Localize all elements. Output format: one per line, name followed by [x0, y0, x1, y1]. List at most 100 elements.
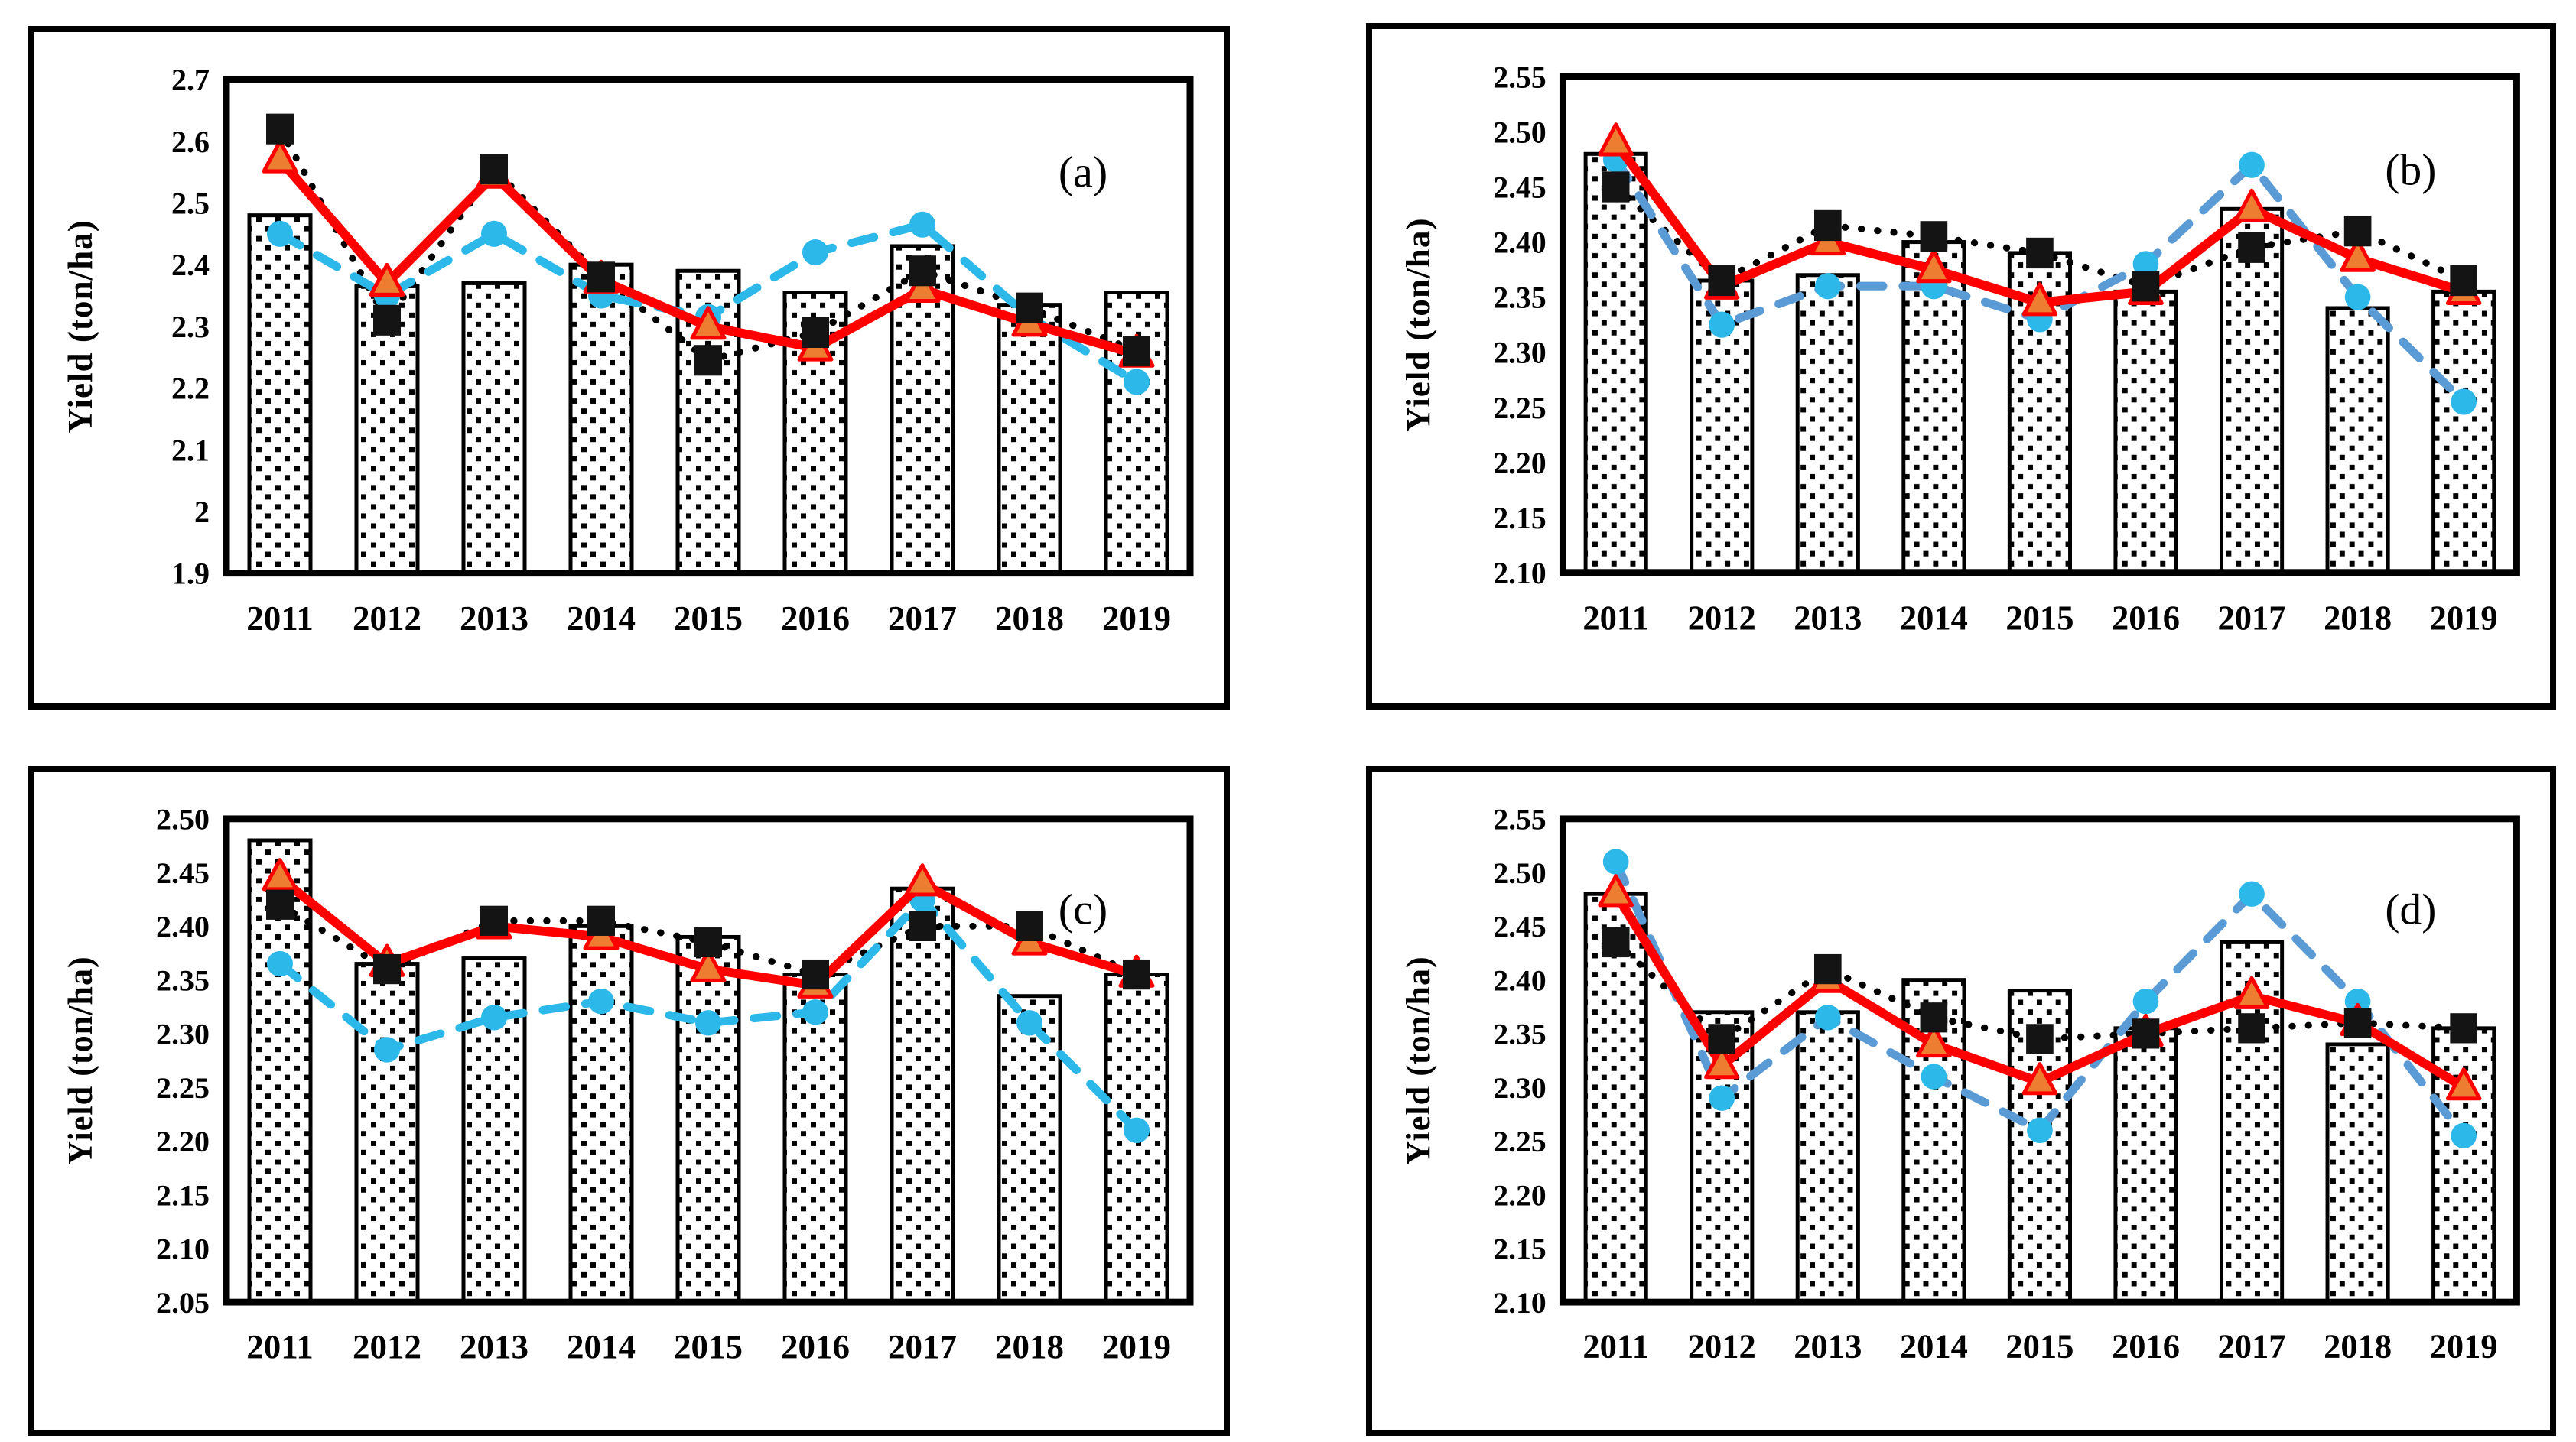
- y-tick-label: 2.20: [1493, 446, 1546, 480]
- y-tick-label: 2.35: [1493, 280, 1546, 314]
- triangle-marker-2014: [1916, 248, 1952, 284]
- triangle-marker-2012: [1703, 1045, 1740, 1080]
- square-marker-2018: [2343, 216, 2372, 247]
- y-tick-label: 1.9: [171, 557, 210, 591]
- circle-marker-2013: [481, 1005, 507, 1031]
- bar-2013: [1795, 273, 1860, 575]
- x-tick-label-2017: 2017: [2218, 599, 2286, 637]
- y-tick-label: 2.45: [156, 856, 210, 890]
- y-tick-label: 2.40: [1493, 225, 1546, 259]
- circle-marker-2013: [1814, 273, 1841, 300]
- triangle-marker-2014: [1916, 1024, 1952, 1058]
- square-marker-2017: [909, 255, 936, 287]
- square-marker-2015: [694, 927, 722, 958]
- bar-2013: [461, 281, 527, 576]
- square-marker-2011: [1602, 927, 1630, 958]
- y-tick-label: 2.10: [1493, 556, 1546, 590]
- square-marker-2019: [2450, 1013, 2477, 1044]
- plot-border: [1559, 815, 2520, 1306]
- x-tick-label-2014: 2014: [1900, 1327, 1968, 1366]
- triangle-marker-2015: [2021, 282, 2058, 317]
- square-marker-2013: [1813, 209, 1842, 242]
- chart-svg-b: 2.10 2.15 2.20 2.25 2.30 2.35 2.40 2.45 2.50 2.55…: [1400, 60, 2520, 637]
- circle-marker-2016: [802, 239, 828, 266]
- x-tick-label-2013: 2013: [460, 599, 529, 638]
- y-tick-label: 2.40: [156, 910, 210, 943]
- bar-2013: [1795, 1010, 1860, 1304]
- triangle-marker-2015: [2021, 1062, 2058, 1096]
- chart-svg-d: 2.10 2.15 2.20 2.25 2.30 2.35 2.40 2.45 2.50 2.55…: [1399, 803, 2520, 1366]
- x-tick-label-2012: 2012: [1688, 1327, 1756, 1366]
- square-marker-2019: [1123, 959, 1150, 990]
- y-axis-title: Yield (ton/ha): [1400, 217, 1438, 431]
- triangle-marker-2011: [1598, 122, 1634, 157]
- x-tick-label-2017: 2017: [888, 1327, 957, 1366]
- square-marker-2011: [266, 113, 294, 145]
- y-tick-label: 2: [194, 495, 210, 529]
- triangle-marker-2011: [262, 858, 298, 892]
- triangle-marker-2017: [2233, 976, 2270, 1009]
- y-tick-label: 2.20: [1493, 1178, 1546, 1212]
- y-tick-label: 2.05: [156, 1286, 210, 1320]
- bar-2014: [568, 924, 634, 1304]
- x-tick-label-2013: 2013: [1794, 1327, 1862, 1366]
- bar-2015: [675, 934, 741, 1304]
- x-tick-label-2018: 2018: [2324, 599, 2392, 637]
- circle-marker-2019: [1124, 369, 1150, 395]
- circle-marker-2012: [1709, 1085, 1735, 1111]
- bar-2014: [568, 262, 634, 576]
- bar-2017: [2219, 206, 2285, 575]
- square-marker-2017: [909, 911, 936, 941]
- square-marker-2016: [802, 317, 829, 348]
- x-tick-label-2011: 2011: [246, 1327, 313, 1366]
- bar-2019: [2431, 289, 2496, 575]
- x-tick-label-2018: 2018: [995, 1327, 1064, 1366]
- square-marker-2015: [2026, 1024, 2054, 1054]
- x-tick-label-2015: 2015: [2005, 1327, 2073, 1366]
- y-tick-label: 2.20: [156, 1125, 210, 1158]
- x-tick-label-2014: 2014: [567, 599, 636, 638]
- triangle-marker-2011: [1598, 874, 1634, 908]
- square-marker-2012: [1708, 265, 1736, 297]
- chart-panel-b: 2.10 2.15 2.20 2.25 2.30 2.35 2.40 2.45 2.50 2.55…: [1366, 23, 2556, 710]
- square-marker-2014: [1920, 1002, 1948, 1033]
- bar-2016: [782, 973, 848, 1304]
- y-axis-title: Yield (ton/ha): [1399, 956, 1437, 1164]
- circle-marker-2013: [481, 220, 507, 247]
- square-marker-2017: [2238, 232, 2265, 263]
- y-tick-label: 2.10: [156, 1233, 210, 1266]
- plot-border: [223, 815, 1194, 1306]
- y-axis-title: Yield (ton/ha): [61, 956, 99, 1164]
- x-tick-label-2018: 2018: [2324, 1327, 2392, 1366]
- x-tick-label-2013: 2013: [460, 1327, 529, 1366]
- x-tick-label-2019: 2019: [2430, 1327, 2498, 1366]
- y-tick-label: 2.25: [156, 1071, 210, 1105]
- x-tick-label-2012: 2012: [1688, 599, 1756, 637]
- square-marker-2018: [1016, 911, 1043, 941]
- bar-2018: [2325, 1042, 2390, 1304]
- x-tick-label-2017: 2017: [2218, 1327, 2286, 1366]
- y-tick-label: 2.25: [1493, 1125, 1546, 1158]
- circle-marker-2017: [2239, 881, 2265, 907]
- panel-label-a: (a): [1059, 147, 1107, 196]
- chart-panel-d: 2.10 2.15 2.20 2.25 2.30 2.35 2.40 2.45 2.50 2.55…: [1366, 766, 2556, 1436]
- y-tick-label: 2.5: [171, 187, 210, 221]
- x-tick-label-2018: 2018: [995, 599, 1064, 638]
- triangle-marker-2017: [904, 863, 941, 897]
- bar-2016: [2113, 289, 2178, 575]
- bar-2018: [2325, 306, 2390, 575]
- panel-label-d: (d): [2385, 886, 2436, 934]
- circle-marker-2019: [1124, 1117, 1150, 1143]
- x-tick-label-2011: 2011: [1582, 1327, 1649, 1366]
- dotted-line: [1612, 939, 2467, 1043]
- chart-panel-c: 2.05 2.10 2.15 2.20 2.25 2.30 2.35 2.40 2.45 2.50…: [28, 766, 1230, 1436]
- bar-2016: [2113, 1026, 2178, 1304]
- square-marker-2012: [1708, 1024, 1736, 1054]
- x-tick-label-2016: 2016: [781, 599, 850, 638]
- bar-2012: [354, 962, 420, 1304]
- y-tick-label: 2.50: [1493, 856, 1546, 890]
- square-marker-2012: [373, 953, 401, 985]
- y-tick-label: 2.50: [156, 803, 210, 836]
- x-tick-label-2015: 2015: [2005, 599, 2073, 637]
